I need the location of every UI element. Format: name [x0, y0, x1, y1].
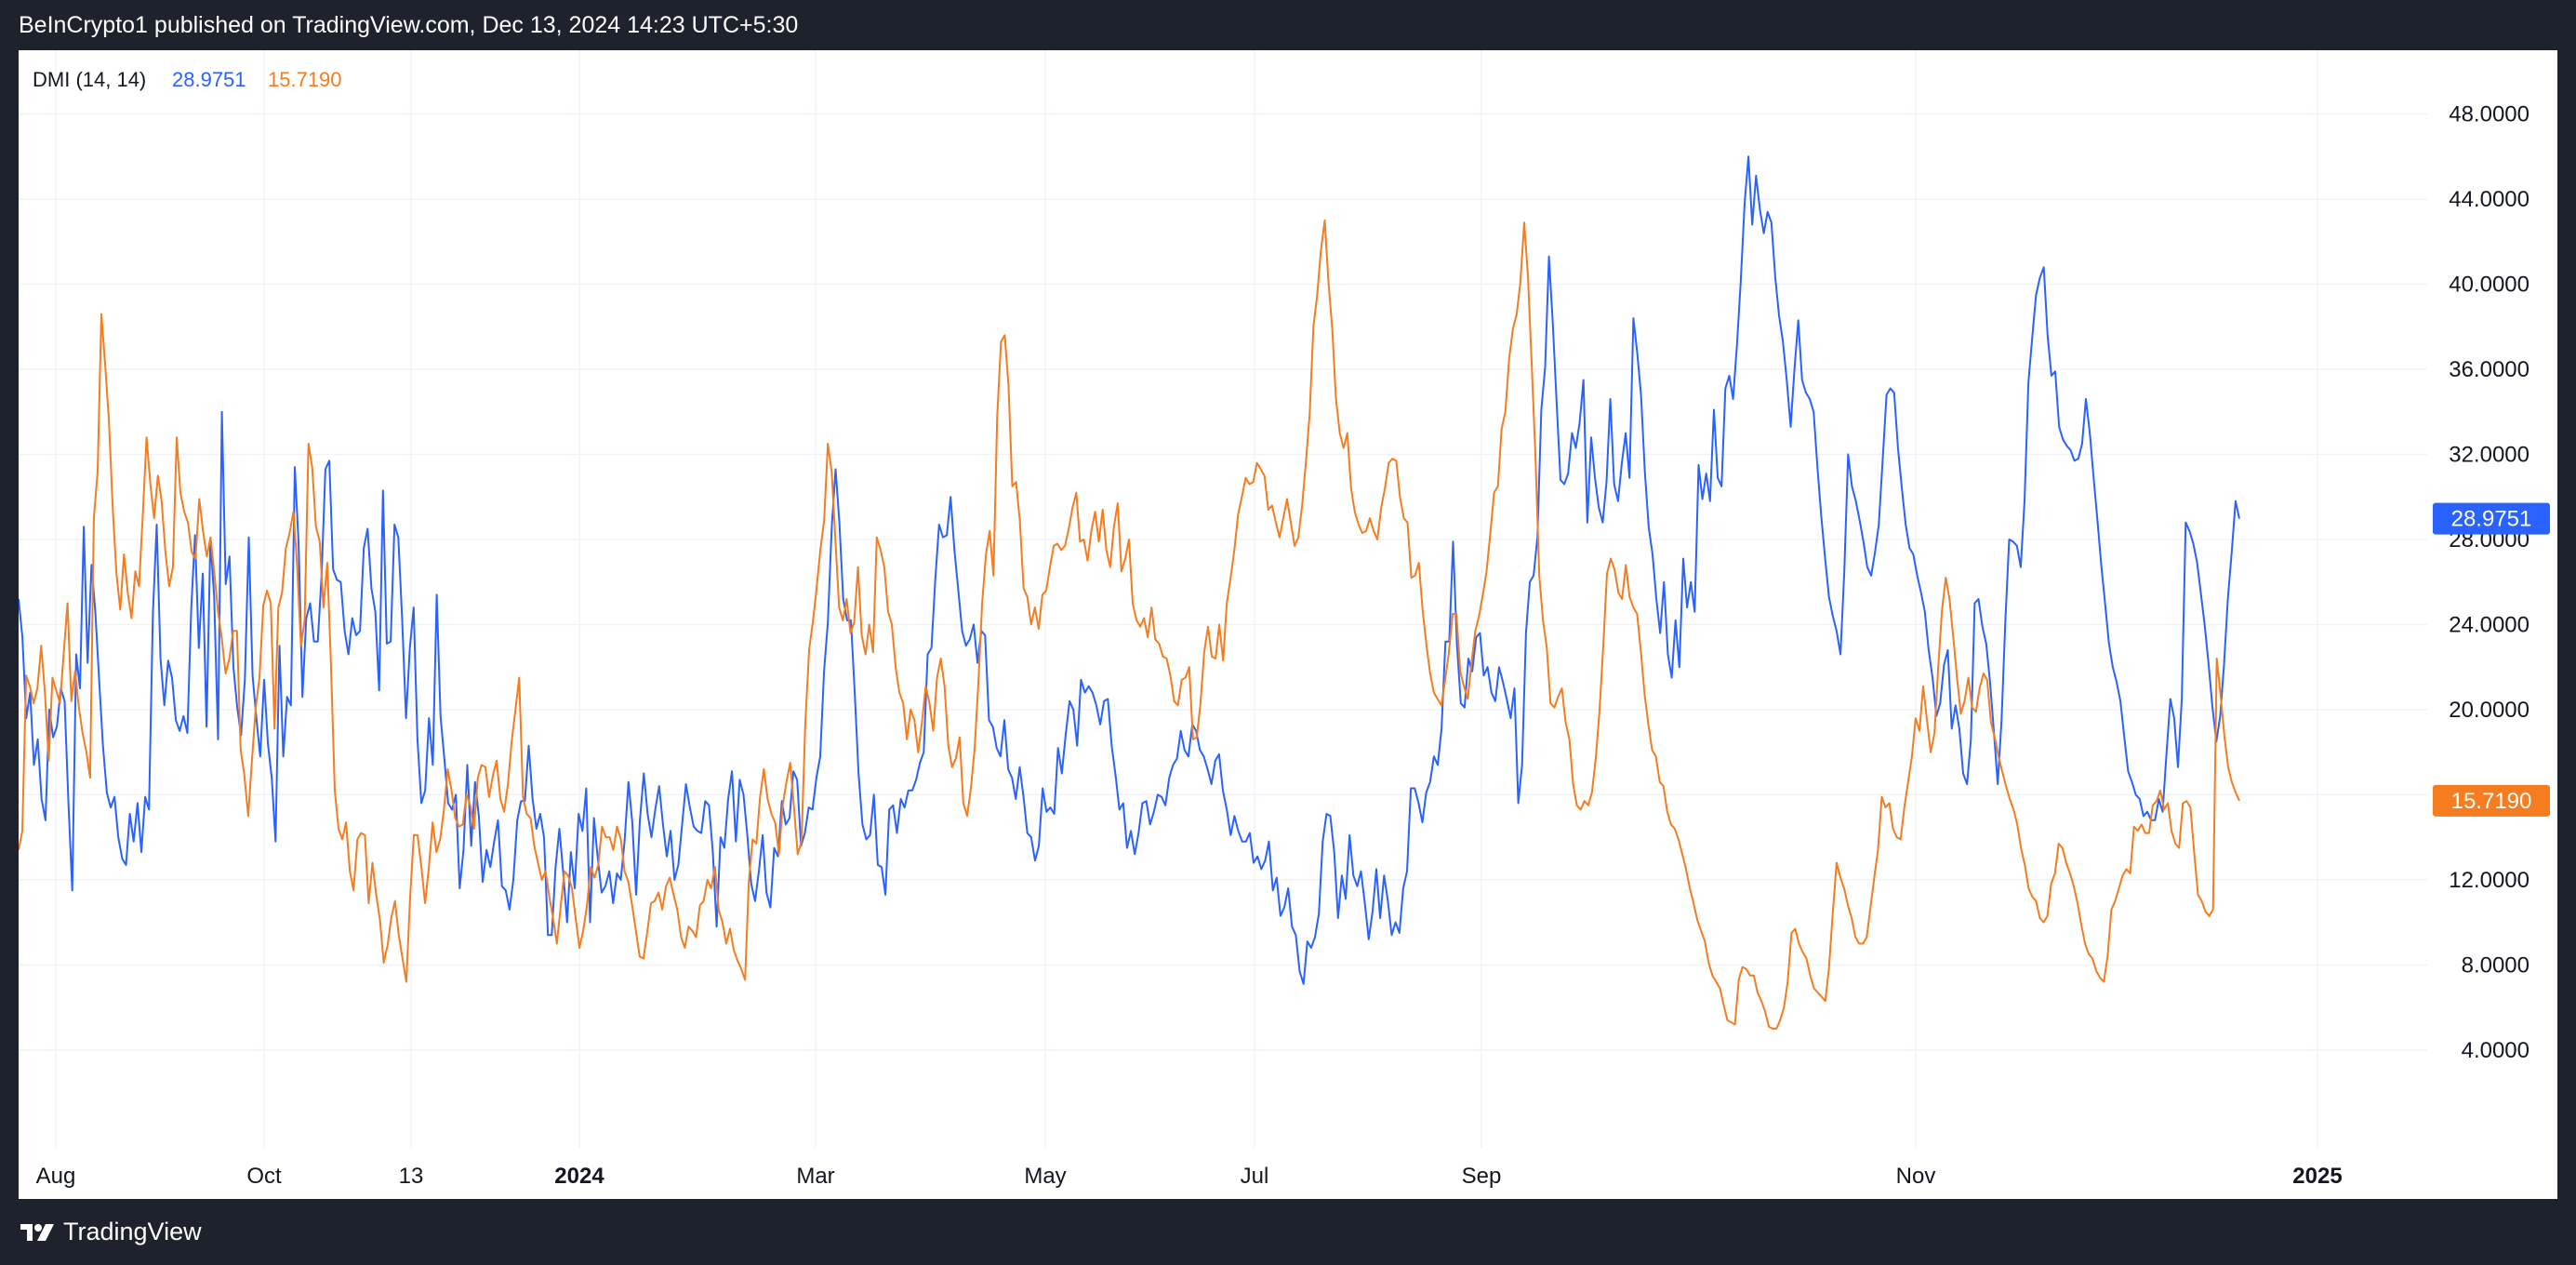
tradingview-logo-icon — [20, 1223, 54, 1241]
dmi-chart[interactable]: 4.00008.000012.000016.000020.000024.0000… — [19, 50, 2557, 1199]
x-tick-label: Jul — [1241, 1164, 1269, 1189]
x-tick-label: May — [1024, 1164, 1066, 1189]
chart-panel[interactable]: 4.00008.000012.000016.000020.000024.0000… — [19, 50, 2557, 1199]
x-tick-label: 13 — [399, 1164, 424, 1189]
publisher-text: BeInCrypto1 published on TradingView.com… — [19, 11, 799, 38]
minus-di-value: 15.7190 — [268, 68, 342, 91]
x-tick-label: 2024 — [554, 1164, 604, 1189]
y-tick-label: 20.0000 — [2449, 698, 2530, 723]
x-tick-label: Oct — [246, 1164, 282, 1189]
y-tick-label: 40.0000 — [2449, 273, 2530, 298]
x-tick-label: Nov — [1896, 1164, 1936, 1189]
grid-layer — [19, 50, 2427, 1148]
y-tick-label: 4.0000 — [2462, 1038, 2530, 1063]
y-tick-label: 8.0000 — [2462, 952, 2530, 978]
plus-di-last-value-badge: 28.9751 — [2433, 502, 2550, 535]
x-axis[interactable]: Aug Oct 13 2024 Mar May Jul Sep Nov 2025 — [36, 1164, 2343, 1189]
x-tick-label: Sep — [1462, 1164, 1502, 1189]
minus-di-last-value-badge: 15.7190 — [2433, 784, 2550, 817]
y-tick-label: 12.0000 — [2449, 868, 2530, 893]
y-tick-label: 36.0000 — [2449, 357, 2530, 382]
y-tick-label: 44.0000 — [2449, 187, 2530, 212]
brand-name: TradingView — [63, 1218, 202, 1245]
y-tick-label: 48.0000 — [2449, 102, 2530, 127]
last-value-badges: 28.9751 15.7190 — [2433, 502, 2550, 817]
y-tick-label: 24.0000 — [2449, 612, 2530, 637]
minus-di-line — [19, 219, 2240, 1030]
x-tick-label: 2025 — [2292, 1164, 2342, 1189]
y-axis[interactable]: 4.00008.000012.000016.000020.000024.0000… — [2449, 102, 2530, 1063]
indicator-name: DMI (14, 14) — [33, 68, 146, 91]
last-value-text: 15.7190 — [2451, 789, 2532, 814]
x-tick-label: Mar — [796, 1164, 834, 1189]
footer-bar: TradingView — [0, 1199, 2576, 1265]
tradingview-brand[interactable]: TradingView — [19, 1218, 202, 1246]
series-layer — [19, 155, 2240, 1030]
x-tick-label: Aug — [36, 1164, 76, 1189]
publisher-header: BeInCrypto1 published on TradingView.com… — [0, 0, 2576, 50]
plus-di-line — [19, 155, 2240, 985]
last-value-text: 28.9751 — [2451, 507, 2532, 532]
plus-di-value: 28.9751 — [172, 68, 246, 91]
indicator-legend[interactable]: DMI (14, 14) 28.9751 15.7190 — [33, 68, 342, 91]
y-tick-label: 32.0000 — [2449, 442, 2530, 467]
